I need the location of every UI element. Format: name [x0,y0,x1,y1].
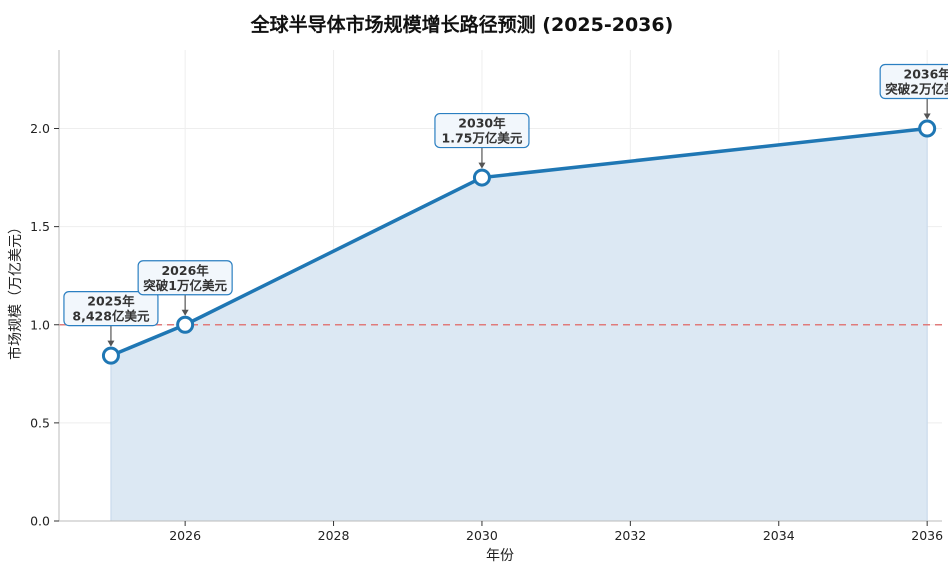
annotation-arrowhead [107,340,115,347]
y-axis-label: 市场规模（万亿美元） [7,220,24,360]
y-tick-label: 0.0 [30,514,50,529]
annotation-text: 2025年 [87,294,135,309]
x-tick-label: 2026 [169,528,201,543]
x-tick-label: 2034 [763,528,795,543]
tick-labels: 2026 2028 2030 2032 2034 2036 0.0 0.5 1.0 1.5 2.0 [30,121,943,543]
data-points [101,119,937,365]
annotation-box [434,112,530,149]
data-point [101,346,120,365]
annotation-box [63,291,159,327]
annotations: 2025年8,428亿美元2026年突破1万亿美元2030年1.75万亿美元20… [63,63,948,347]
annotation-text: 8,428亿美元 [72,309,150,324]
annotation-text: 1.75万亿美元 [442,131,523,146]
chart-title: 全球半导体市场规模增长路径预测 (2025-2036) [250,13,674,36]
annotation-arrowhead [923,113,931,120]
annotation-arrowhead [181,309,189,316]
data-point [176,315,195,334]
annotation-text: 突破2万亿美元 [885,82,948,97]
y-tick-label: 1.5 [30,219,50,234]
x-tick-label: 2036 [911,528,943,543]
annotation-arrowhead [478,162,486,169]
annotation-text: 突破1万亿美元 [143,278,227,293]
annotation-box [137,260,233,296]
annotation-text: 2036年 [904,67,948,82]
data-point [472,168,491,187]
y-tick-label: 1.0 [30,317,50,332]
annotation-box [879,63,948,100]
annotation: 2036年突破2万亿美元 [879,63,948,120]
annotation-text: 2030年 [458,116,506,131]
series-line-layer [109,126,929,358]
annotation-text: 2026年 [161,263,209,278]
data-point [918,119,937,138]
x-tick-label: 2030 [466,528,498,543]
series-line [109,126,929,358]
x-tick-label: 2032 [614,528,646,543]
x-tick-label: 2028 [318,528,350,543]
y-tick-label: 2.0 [30,121,50,136]
x-axis-label: 年份 [486,548,514,564]
y-tick-label: 0.5 [30,415,50,430]
